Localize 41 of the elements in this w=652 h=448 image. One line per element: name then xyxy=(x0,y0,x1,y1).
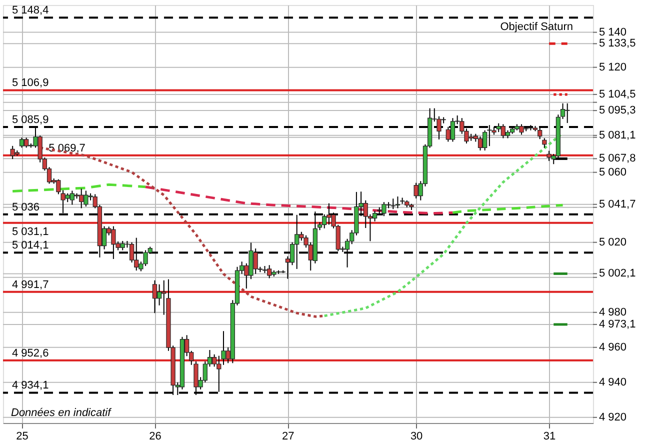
x-tick-label: 26 xyxy=(149,430,162,442)
line-series xyxy=(451,204,564,214)
annotation: Données en indicatif xyxy=(11,407,112,419)
ref-line-label: 4 952,6 xyxy=(12,347,49,360)
ref-line-label: 5 014,1 xyxy=(12,240,49,252)
y-tick-label: 4 973,1 xyxy=(599,318,636,330)
y-tick-label: 5 067,8 xyxy=(599,152,636,165)
x-tick-label: 27 xyxy=(282,430,294,442)
y-tick-label: 4 980 xyxy=(599,306,627,318)
x-tick-label: 31 xyxy=(543,430,556,442)
line-series xyxy=(144,186,454,215)
ref-line-label: 5 036 xyxy=(12,201,40,214)
ref-line-label: 5 148,4 xyxy=(12,4,49,17)
y-tick-label: 5 020 xyxy=(599,236,627,248)
y-tick-label: 5 120 xyxy=(599,61,627,74)
y-tick-label: 5 095,3 xyxy=(599,104,636,117)
y-tick-label: 5 002,1 xyxy=(599,268,636,280)
y-tick-label: 5 133,5 xyxy=(599,38,636,50)
candlestick xyxy=(152,280,158,314)
x-tick-label: 30 xyxy=(410,430,423,442)
ref-line-label: 5 106,9 xyxy=(12,77,49,90)
ref-line-label: 4 991,7 xyxy=(12,278,49,291)
y-tick-label: 4 940 xyxy=(599,376,627,388)
ref-line-label: 5 031,1 xyxy=(12,226,49,238)
y-tick-label: 5 140 xyxy=(599,26,627,38)
candlestick xyxy=(478,136,483,151)
candlestick xyxy=(542,138,547,148)
ref-line-label: 4 934,1 xyxy=(12,380,49,392)
y-tick-label: 5 041,7 xyxy=(599,198,636,210)
annotation: Objectif Saturn xyxy=(500,21,573,33)
line-series xyxy=(11,183,147,192)
candlestick xyxy=(395,196,400,209)
y-tick-label: 5 104,5 xyxy=(599,88,636,100)
candlestick xyxy=(19,137,24,148)
x-tick-label: 25 xyxy=(16,430,28,442)
y-tick-label: 5 060 xyxy=(599,166,627,178)
candlestick xyxy=(560,102,566,120)
ref-line-label: 5 085,9 xyxy=(12,114,49,126)
y-tick-label: 4 920 xyxy=(599,411,627,424)
y-tick-label: 4 960 xyxy=(599,341,627,354)
y-tick-label: 5 081,1 xyxy=(599,129,636,142)
